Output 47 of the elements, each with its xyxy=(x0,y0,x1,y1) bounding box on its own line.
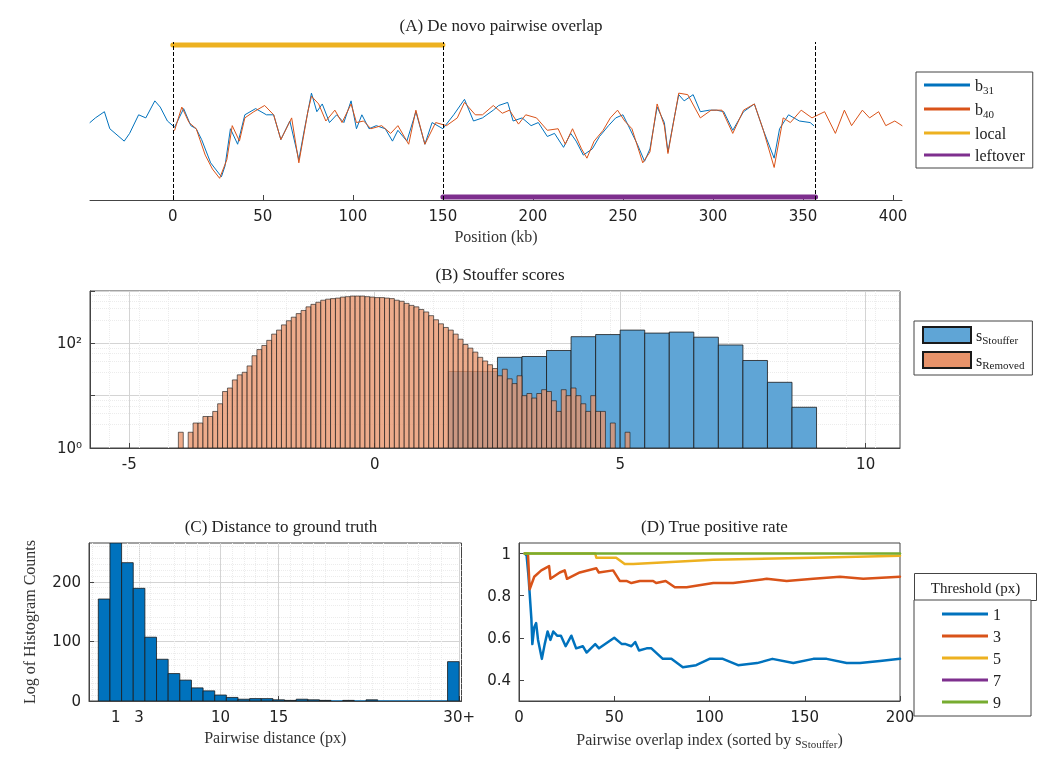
legend-label: 5 xyxy=(993,649,1001,667)
legend-label: 9 xyxy=(993,693,1001,711)
x-tick-label: 30+ xyxy=(443,707,475,726)
x-tick-label: 1 xyxy=(111,707,121,726)
legend-label: leftover xyxy=(975,146,1026,164)
legend-label: 7 xyxy=(993,671,1001,689)
x-tick-label: 200 xyxy=(518,206,548,225)
x-tick-label: 50 xyxy=(604,707,624,726)
x-tick-label: 15 xyxy=(269,707,289,726)
chart-title: (D) True positive rate xyxy=(641,517,788,536)
x-tick-label: 200 xyxy=(885,707,915,726)
x-tick-label: 100 xyxy=(695,707,724,726)
x-tick-label: 10 xyxy=(210,707,231,726)
x-tick-label: 300 xyxy=(698,206,728,225)
x-tick-label: 100 xyxy=(338,206,368,225)
x-tick-label: 250 xyxy=(608,206,638,225)
x-tick-label: 0 xyxy=(514,707,524,726)
x-tick-label: 5 xyxy=(615,454,625,473)
x-tick-label: 350 xyxy=(788,206,818,225)
x-tick-label: 0 xyxy=(168,206,178,225)
x-tick-label: 50 xyxy=(253,206,273,225)
y-tick-label: 10⁰ xyxy=(56,439,82,457)
legend-label: local xyxy=(975,124,1007,142)
x-tick-label: 150 xyxy=(790,707,820,726)
x-tick-label: 3 xyxy=(134,707,144,726)
y-tick-label: 10² xyxy=(56,334,82,353)
chart-title: (B) Stouffer scores xyxy=(435,265,565,284)
x-tick-label: 400 xyxy=(878,206,908,225)
x-tick-label: 10 xyxy=(856,454,876,473)
y-axis-title: Log of Histogram Counts xyxy=(20,540,39,704)
y-tick-label: 0.8 xyxy=(487,586,511,605)
legend-label: 1 xyxy=(993,605,1001,623)
y-tick-label: 0 xyxy=(71,692,81,710)
legend-label: 3 xyxy=(993,627,1001,645)
x-tick-label: -5 xyxy=(121,454,137,473)
y-tick-label: 200 xyxy=(52,572,81,591)
x-tick-label: 150 xyxy=(428,206,458,225)
x-tick-label: 0 xyxy=(369,454,380,473)
y-tick-label: 100 xyxy=(52,632,81,651)
y-tick-label: 0.4 xyxy=(487,670,511,689)
chart-title: (C) Distance to ground truth xyxy=(184,517,378,536)
x-axis-title: Position (kb) xyxy=(454,227,538,246)
chart-title: (A) De novo pairwise overlap xyxy=(399,16,603,35)
y-tick-label: 0.6 xyxy=(487,628,511,647)
y-tick-label: 1 xyxy=(501,544,511,563)
x-axis-title: Pairwise distance (px) xyxy=(204,728,347,747)
legend-title: Threshold (px) xyxy=(930,579,1021,597)
